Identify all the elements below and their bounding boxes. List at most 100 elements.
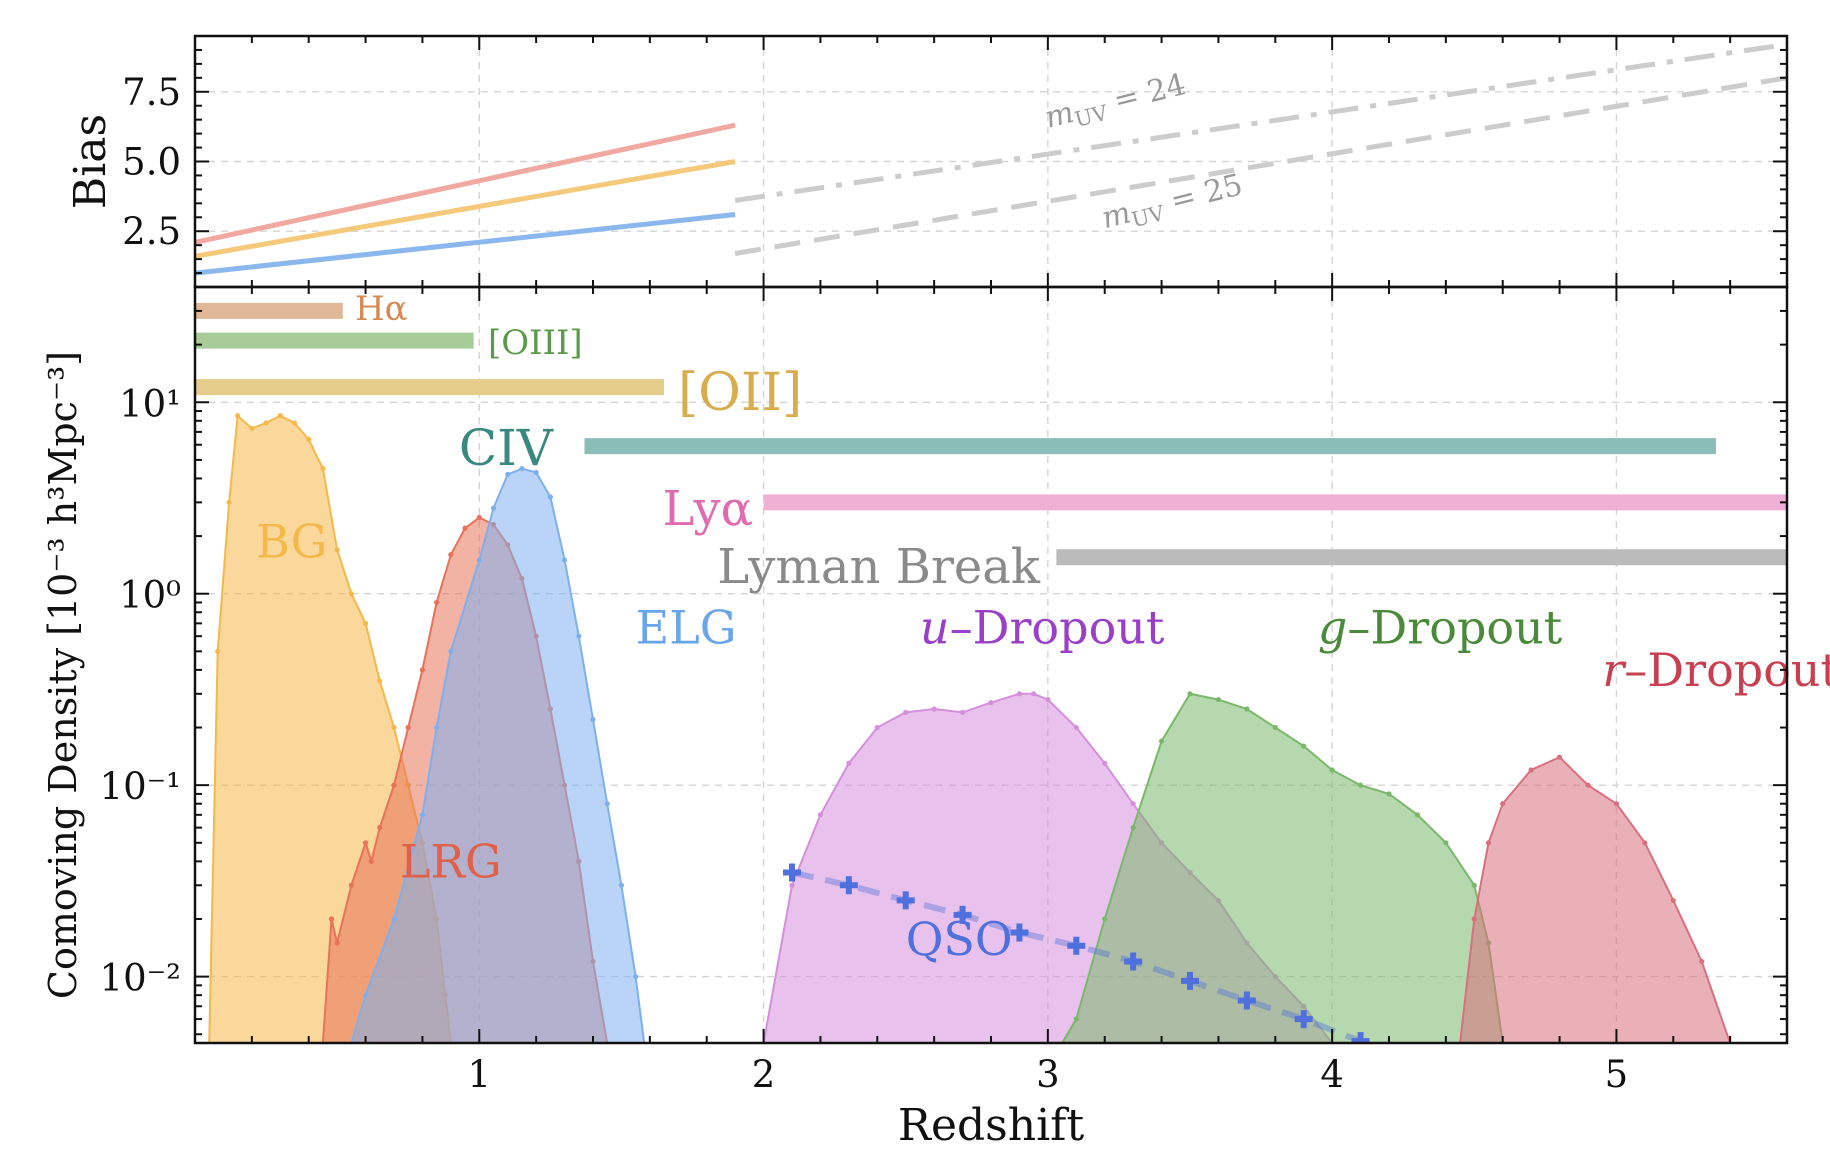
point-r-dropout [1699,958,1705,965]
point-r-dropout [1585,782,1591,788]
point-lrg [476,514,482,521]
point-r-dropout [1556,754,1563,760]
point-bg [226,499,232,505]
point-u-dropout [1045,696,1051,703]
qso-marker [1237,991,1256,1010]
point-elg [448,648,454,654]
point-elg [604,801,610,807]
point-lrg [377,825,383,831]
point-lrg [348,882,354,888]
qso-marker [839,876,858,895]
sample-label-elg: ELG [636,600,737,654]
point-lrg [462,525,468,531]
x-tick-label: 4 [1320,1053,1344,1096]
point-u-dropout [1130,801,1136,807]
point-elg [519,466,525,472]
point-elg [533,469,539,476]
range-label-ly: Lyα [662,481,753,537]
point-g-dropout [1414,812,1421,818]
point-g-dropout [1073,1016,1079,1022]
point-r-dropout [1642,840,1648,846]
density-y-tick-label: 10⁻² [100,957,181,1000]
point-bg [263,420,269,426]
qso-marker [1181,971,1199,990]
bias-line-tracer-2 [195,159,736,259]
point-elg [490,505,497,511]
point-bg [377,678,383,684]
density-y-tick-label: 10⁰ [119,574,181,617]
x-tick-label: 2 [752,1053,776,1096]
point-elg [391,916,397,922]
qso-marker [1010,923,1029,942]
point-bg [334,546,340,553]
range-label-h: Hα [355,289,408,329]
point-g-dropout [1301,743,1307,749]
point-lrg [391,782,397,788]
qso-marker [1124,952,1143,971]
point-elg [576,633,582,639]
point-bg [306,436,312,442]
bias-y-tick-label: 7.5 [122,71,181,114]
area-elg [350,467,646,1043]
point-g-dropout [1215,696,1222,703]
point-r-dropout [1485,840,1492,846]
point-bg [320,466,326,472]
point-u-dropout [931,706,937,712]
point-r-dropout [1613,801,1620,807]
point-u-dropout [903,709,909,715]
qso-marker [783,863,801,882]
point-u-dropout [874,724,880,731]
point-g-dropout [1386,791,1392,797]
point-g-dropout [1272,724,1278,731]
sample-label-g-dropout: g–Dropout [1318,600,1563,654]
qso-marker [1067,936,1086,955]
x-tick-label: 5 [1605,1053,1629,1096]
point-elg [476,557,482,563]
point-g-dropout [1244,706,1250,712]
density-y-tick-label: 10⁻¹ [100,765,181,808]
point-u-dropout [1073,724,1079,731]
point-r-dropout [1471,916,1477,922]
axis-ticks [195,35,1787,1043]
point-g-dropout [1102,916,1108,922]
point-lrg [362,840,369,846]
point-elg [590,717,596,723]
point-lrg [448,552,454,558]
point-elg [434,724,440,731]
point-g-dropout [1130,825,1136,831]
bias-axis-title: Bias [65,114,116,209]
point-bg [291,420,298,426]
point-u-dropout [959,709,966,715]
x-tick-label: 3 [1036,1053,1060,1096]
range-label-civ: CIV [459,419,554,477]
point-elg [419,812,426,818]
point-elg [618,882,625,888]
density-y-tick-label: 10¹ [119,382,181,425]
sample-label-qso: QSO [906,912,1013,966]
point-lrg [419,667,426,673]
point-u-dropout [846,760,852,766]
sample-label-bg: BG [256,514,327,568]
area-g-dropout [1060,692,1504,1043]
point-lrg [334,940,340,946]
point-elg [505,471,511,477]
point-lrg [328,916,335,922]
point-r-dropout [1528,767,1534,773]
point-u-dropout [1102,760,1108,766]
bias-series [195,41,1787,276]
point-lrg [405,724,411,731]
bias-y-tick-label: 2.5 [122,210,181,253]
qso-marker [896,891,915,910]
x-tick-label: 1 [468,1053,492,1096]
point-r-dropout [1670,897,1676,904]
point-bg [348,591,354,597]
point-bg [215,648,221,654]
point-u-dropout [789,882,795,888]
point-lrg [434,599,440,606]
point-bg [235,413,241,419]
qso-marker [1294,1010,1313,1029]
range-label-oii: [OII] [678,363,802,423]
density-series [195,302,1787,1043]
area-r-dropout [1459,756,1732,1043]
